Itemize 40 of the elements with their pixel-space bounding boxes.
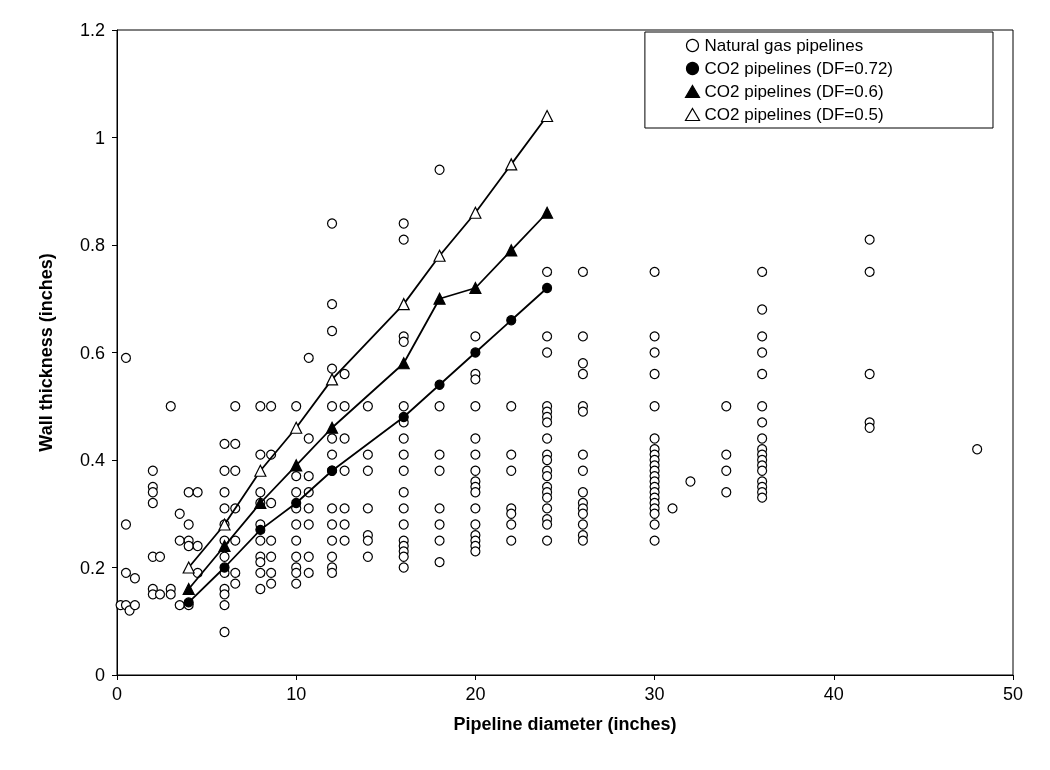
y-tick-label: 1.2 (79, 20, 105, 40)
point (541, 282, 553, 294)
point (433, 249, 446, 262)
point (182, 561, 195, 574)
x-tick-label: 0 (111, 684, 123, 704)
legend-label: Natural gas pipelines (704, 36, 864, 55)
point (182, 582, 195, 596)
point (290, 421, 303, 434)
y-tick-label: 0.2 (79, 557, 105, 578)
y-tick-label: 0.6 (79, 342, 105, 363)
x-axis-title: Pipeline diameter (inches) (453, 714, 677, 734)
x-tick-label: 20 (465, 684, 486, 704)
point (470, 347, 481, 358)
point (325, 421, 339, 434)
point (325, 373, 339, 386)
point (397, 298, 410, 311)
legend-label: CO2 pipelines (DF=0.6) (704, 82, 884, 101)
x-tick-label: 10 (286, 684, 307, 704)
y-tick-label: 0.8 (79, 235, 105, 255)
point (434, 379, 445, 390)
y-tick-label: 0 (94, 665, 105, 685)
legend-label: CO2 pipelines (DF=0.72) (704, 59, 894, 78)
y-tick-label: 0.4 (79, 450, 105, 470)
y-axis-title: Wall thickness (inches) (36, 253, 56, 452)
point (433, 292, 446, 305)
point (290, 459, 303, 472)
legend-label: CO2 pipelines (DF=0.5) (704, 105, 884, 124)
y-tick-label: 1 (94, 127, 105, 148)
point (397, 357, 410, 370)
point (506, 315, 517, 326)
point (254, 464, 267, 477)
x-tick-label: 40 (823, 684, 844, 704)
point (540, 206, 554, 219)
point (469, 206, 482, 219)
point (469, 281, 482, 295)
point (505, 158, 518, 171)
point (540, 109, 554, 123)
point (505, 244, 518, 257)
x-tick-label: 50 (1002, 684, 1024, 704)
x-tick-label: 30 (644, 684, 665, 704)
